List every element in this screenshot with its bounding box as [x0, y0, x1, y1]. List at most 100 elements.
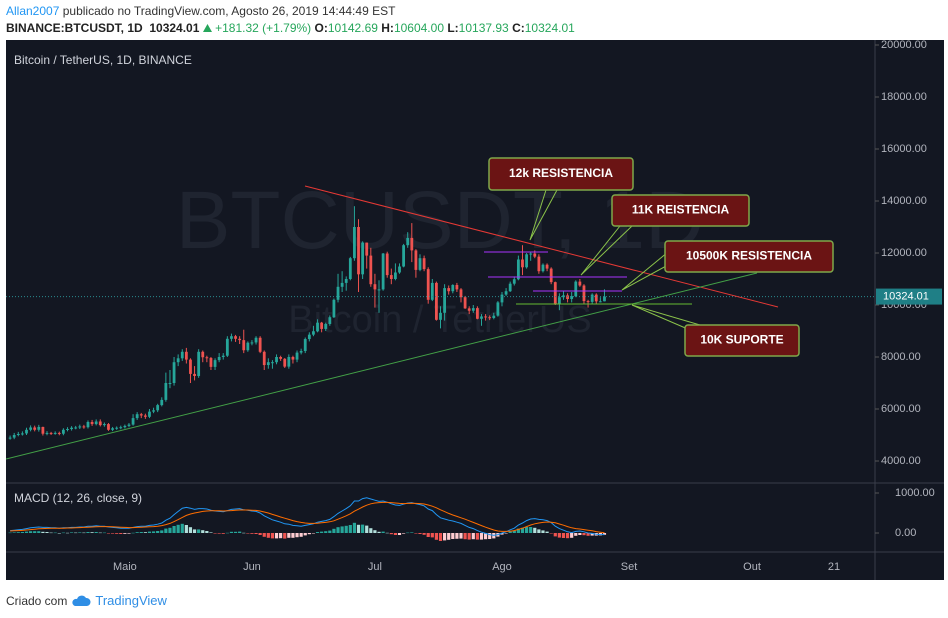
histogram-bar [451, 533, 455, 539]
candle-body [271, 362, 274, 364]
candle-body [66, 429, 69, 431]
candle-body [41, 426, 45, 434]
candle-body [562, 295, 565, 298]
histogram-bar [12, 532, 16, 533]
histogram-bar [106, 533, 111, 534]
histogram-bar [406, 532, 410, 534]
author[interactable]: Allan2007 [6, 4, 60, 18]
candle-body [594, 294, 598, 302]
histogram-bar [393, 533, 398, 535]
candle-body [496, 302, 500, 316]
candle-body [324, 323, 328, 329]
histogram-bar [86, 532, 90, 533]
histogram-bar [565, 533, 570, 539]
candle-body [74, 427, 78, 429]
histogram-bar [561, 533, 566, 538]
histogram-bar [340, 526, 344, 533]
histogram-bar [303, 533, 307, 536]
chart-background [6, 40, 944, 580]
histogram-bar [455, 533, 459, 539]
symbol: BINANCE:BTCUSDT, 1D [6, 21, 143, 35]
histogram-bar [123, 533, 127, 534]
candle-body [398, 266, 401, 273]
histogram-bar [262, 533, 266, 537]
histogram-bar [385, 532, 389, 534]
x-tick-label: Out [743, 561, 761, 573]
histogram-bar [205, 531, 209, 533]
candle-body [119, 427, 123, 429]
candle-body [205, 357, 209, 359]
annotation-text: 10K SUPORTE [700, 333, 783, 347]
ohlc: O:10142.69 H:10604.00 L:10137.93 C:10324… [315, 21, 575, 35]
histogram-bar [33, 531, 37, 533]
histogram-bar [324, 531, 328, 533]
candle-body [61, 429, 65, 434]
candle-body [111, 428, 114, 430]
candle-body [246, 342, 250, 351]
brand[interactable]: TradingView [95, 593, 167, 608]
histogram-bar [434, 533, 439, 540]
candle-body [86, 422, 90, 428]
histogram-bar [176, 524, 180, 533]
candle-body [176, 358, 180, 363]
histogram-bar [41, 531, 45, 533]
candle-body [340, 282, 344, 287]
candle-body [115, 427, 119, 429]
histogram-bar [221, 533, 225, 534]
histogram-bar [377, 531, 381, 533]
annotation-box [488, 157, 634, 191]
candle-body [598, 301, 602, 303]
candle-body [102, 424, 106, 426]
histogram-bar [471, 533, 475, 540]
candle-body [533, 253, 537, 257]
histogram-bar [115, 533, 119, 534]
histogram-bar [504, 533, 508, 534]
histogram-bar [61, 532, 65, 534]
candle-body [410, 237, 414, 251]
candle-body [262, 351, 266, 366]
y-tick-label: 18000.00 [881, 91, 927, 103]
candle-body [139, 414, 143, 416]
change: +181.32 (+1.79%) [215, 21, 312, 35]
histogram-bar [168, 527, 172, 533]
candle-body [492, 315, 496, 318]
candle-body [225, 338, 229, 356]
annotation-box [664, 240, 834, 273]
ohlc-key: L: [447, 21, 459, 35]
y-tick-label: 0.00 [895, 527, 916, 539]
histogram-bar [45, 532, 49, 533]
candle-body [238, 338, 242, 341]
histogram-bar [422, 533, 426, 535]
y-tick-label: 8000.00 [881, 351, 921, 363]
candle-body [82, 426, 86, 428]
candle-body [275, 357, 278, 363]
histogram-bar [147, 531, 152, 533]
histogram-bar [557, 533, 561, 538]
histogram-bar [53, 532, 57, 534]
candle-body [230, 336, 233, 339]
histogram-bar [279, 533, 283, 539]
histogram-bar [344, 525, 348, 533]
histogram-bar [110, 533, 115, 534]
candle-body [57, 432, 61, 434]
candle-body [94, 421, 98, 425]
last-price: 10324.01 [149, 21, 200, 35]
candle-body [471, 308, 475, 311]
histogram-bar [250, 533, 254, 534]
ohlc-key: H: [381, 21, 394, 35]
candle-body [537, 256, 541, 272]
histogram-bar [549, 533, 553, 534]
candle-body [488, 317, 492, 319]
x-tick-label: 21 [828, 561, 840, 573]
histogram-bar [553, 533, 557, 537]
candle-body [287, 357, 291, 367]
ohlc-key: O: [314, 21, 328, 35]
candle-body [402, 245, 406, 267]
histogram-bar [156, 531, 160, 533]
histogram-bar [418, 533, 422, 534]
callout-pointer [631, 304, 701, 331]
marks [6, 206, 875, 541]
histogram-bar [188, 527, 193, 533]
candle-body [197, 351, 201, 376]
candle-body [475, 308, 479, 319]
